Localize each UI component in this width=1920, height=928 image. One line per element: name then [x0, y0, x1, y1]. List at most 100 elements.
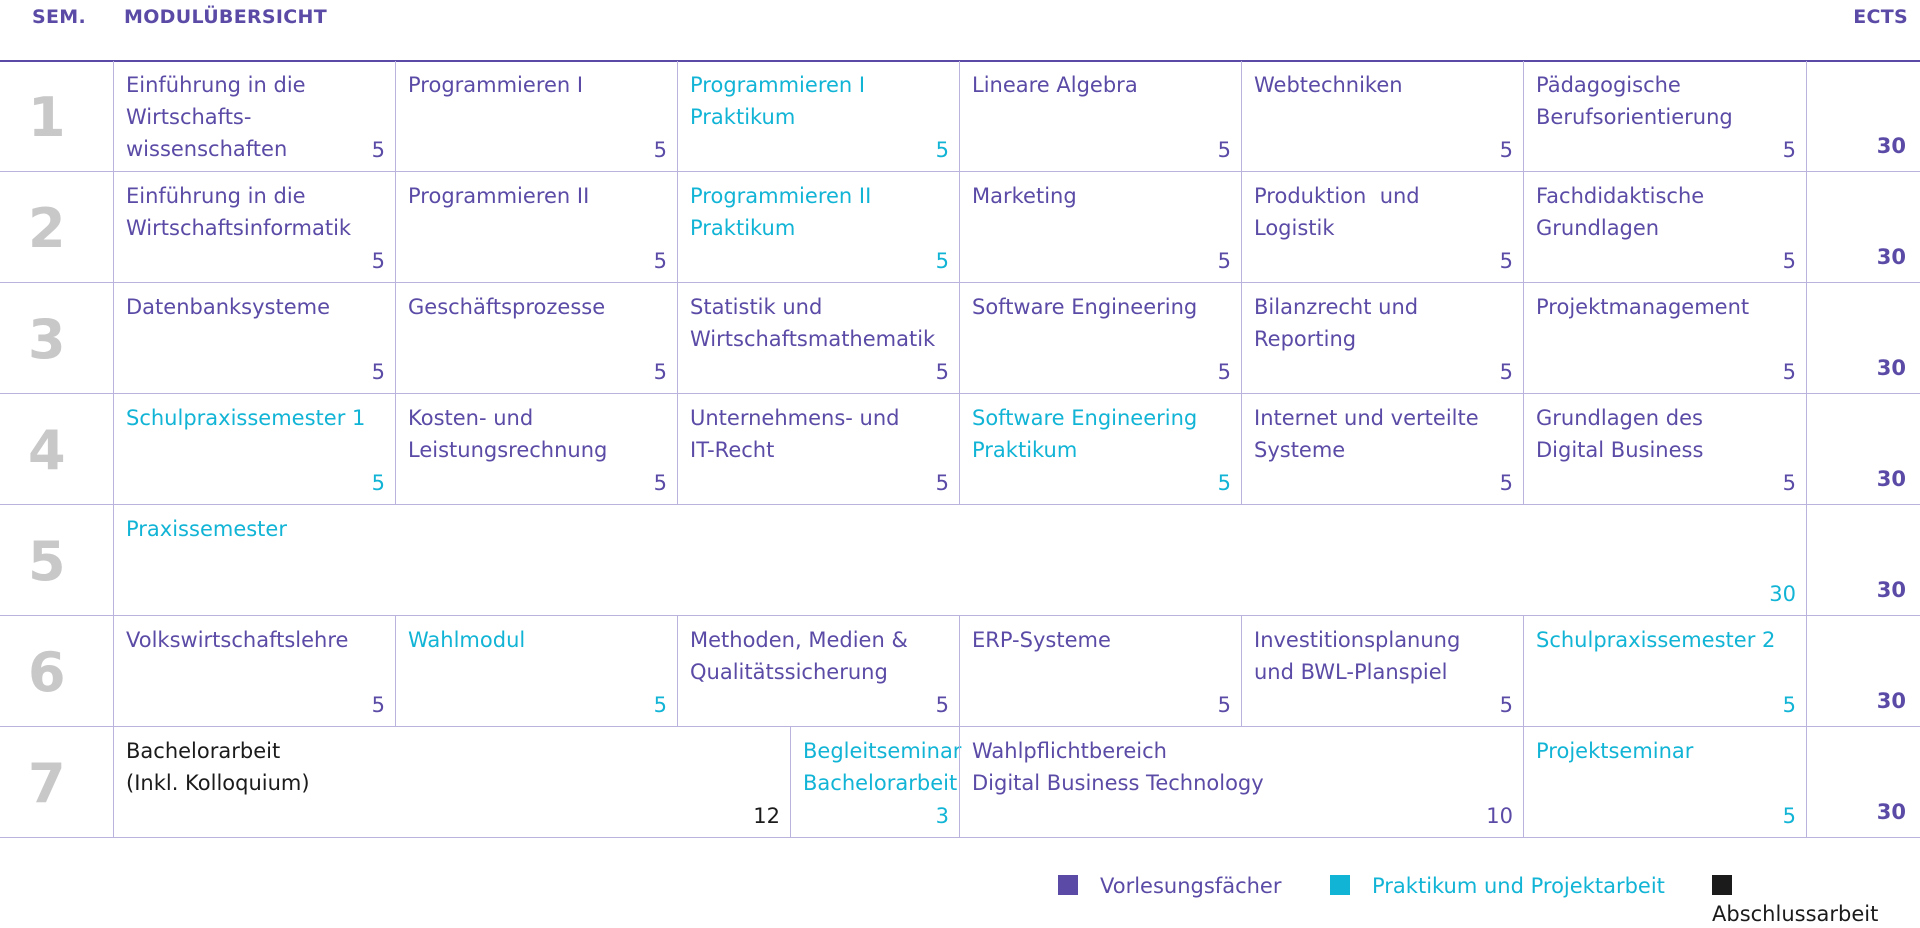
module-overview-title: MODULÜBERSICHT [124, 6, 327, 28]
module-name: Investitionsplanung und BWL-Planspiel [1254, 628, 1461, 684]
module-name: Programmieren I Praktikum [690, 73, 866, 129]
module-ects: 5 [653, 138, 667, 162]
module-name: Programmieren II [408, 184, 590, 208]
ects-column-divider [1806, 394, 1807, 505]
ects-column-divider [1806, 61, 1807, 172]
module-cell: Investitionsplanung und BWL-Planspiel 5 [1241, 616, 1523, 727]
module-ects: 5 [1499, 360, 1513, 384]
module-name: Software Engineering Praktikum [972, 406, 1198, 462]
module-cell: Marketing 5 [959, 172, 1241, 283]
module-ects: 5 [1217, 249, 1231, 273]
module-ects: 12 [753, 804, 780, 828]
semester-total-ects: 30 [1876, 467, 1906, 491]
module-name: Wahlpflichtbereich Digital Business Tech… [972, 739, 1264, 795]
module-ects: 30 [1769, 582, 1796, 606]
module-cell: Bachelorarbeit (Inkl. Kolloquium) 12 [113, 727, 790, 838]
module-ects: 5 [1782, 693, 1796, 717]
module-cell: Wahlpflichtbereich Digital Business Tech… [959, 727, 1523, 838]
module-cell: ERP-Systeme 5 [959, 616, 1241, 727]
legend-swatch [1330, 875, 1350, 895]
legend-label: Vorlesungsfächer [1100, 874, 1282, 898]
module-ects: 5 [1499, 138, 1513, 162]
module-cell: Bilanzrecht und Reporting 5 [1241, 283, 1523, 394]
module-ects: 5 [935, 249, 949, 273]
header-rule [0, 60, 1920, 62]
module-ects: 10 [1486, 804, 1513, 828]
ects-column-divider [1806, 616, 1807, 727]
module-cell: Schulpraxissemester 2 5 [1523, 616, 1806, 727]
ects-column-divider [1806, 727, 1807, 838]
module-ects: 3 [935, 804, 949, 828]
module-cell: Webtechniken 5 [1241, 61, 1523, 172]
module-ects: 5 [1782, 360, 1796, 384]
semester-number: 5 [28, 530, 66, 593]
module-name: Produktion und Logistik [1254, 184, 1420, 240]
module-ects: 5 [1217, 138, 1231, 162]
module-ects: 5 [1782, 471, 1796, 495]
semester-total-ects: 30 [1876, 800, 1906, 824]
module-cell: Schulpraxissemester 1 5 [113, 394, 395, 505]
module-name: Geschäftsprozesse [408, 295, 606, 319]
module-name: Projektmanagement [1536, 295, 1750, 319]
legend-label: Praktikum und Projektarbeit [1372, 874, 1665, 898]
module-ects: 5 [1782, 138, 1796, 162]
module-name: Marketing [972, 184, 1077, 208]
module-name: Schulpraxissemester 2 [1536, 628, 1776, 652]
module-ects: 5 [371, 471, 385, 495]
semester-number: 2 [28, 197, 66, 260]
module-cell: Kosten- und Leistungsrechnung 5 [395, 394, 677, 505]
module-ects: 5 [935, 360, 949, 384]
module-ects: 5 [935, 693, 949, 717]
module-cell: Software Engineering 5 [959, 283, 1241, 394]
row-divider [0, 282, 1920, 283]
legend-label: Abschlussarbeit [1712, 902, 1879, 926]
module-name: Programmieren II Praktikum [690, 184, 872, 240]
module-name: Einführung in die Wirtschafts- wissensch… [126, 73, 306, 161]
module-cell: Einführung in die Wirtschafts- wissensch… [113, 61, 395, 172]
module-ects: 5 [935, 471, 949, 495]
module-cell: Datenbanksysteme 5 [113, 283, 395, 394]
module-cell: Fachdidaktische Grundlagen 5 [1523, 172, 1806, 283]
legend-swatch [1712, 875, 1732, 895]
legend-swatch [1058, 875, 1078, 895]
module-cell: Programmieren II Praktikum 5 [677, 172, 959, 283]
semester-number: 1 [28, 86, 66, 149]
module-name: ERP-Systeme [972, 628, 1111, 652]
module-cell: Begleitseminar Bachelorarbeit 3 [790, 727, 962, 838]
module-ects: 5 [1499, 249, 1513, 273]
module-ects: 5 [1217, 360, 1231, 384]
module-ects: 5 [653, 360, 667, 384]
module-ects: 5 [653, 249, 667, 273]
sem-header: SEM. [32, 6, 86, 28]
module-cell: Statistik und Wirtschaftsmathematik 5 [677, 283, 959, 394]
module-cell: Internet und verteilte Systeme 5 [1241, 394, 1523, 505]
ects-header: ECTS [1853, 6, 1908, 28]
module-name: Bachelorarbeit (Inkl. Kolloquium) [126, 739, 310, 795]
row-divider [0, 171, 1920, 172]
row-divider [0, 393, 1920, 394]
semester-number: 7 [28, 752, 66, 815]
semester-number: 3 [28, 308, 66, 371]
module-name: Begleitseminar Bachelorarbeit [803, 739, 962, 795]
module-cell: Geschäftsprozesse 5 [395, 283, 677, 394]
legend-item-practical: Praktikum und Projektarbeit [1330, 872, 1665, 900]
module-cell: Projektseminar 5 [1523, 727, 1806, 838]
semester-number: 6 [28, 641, 66, 704]
module-ects: 5 [1499, 471, 1513, 495]
semester-total-ects: 30 [1876, 245, 1906, 269]
row-divider [0, 726, 1920, 727]
module-cell: Volkswirtschaftslehre 5 [113, 616, 395, 727]
legend-item-lecture: Vorlesungsfächer [1058, 872, 1281, 900]
module-name: Kosten- und Leistungsrechnung [408, 406, 608, 462]
module-cell: Methoden, Medien & Qualitätssicherung 5 [677, 616, 959, 727]
module-ects: 5 [371, 360, 385, 384]
ects-column-divider [1806, 283, 1807, 394]
semester-total-ects: 30 [1876, 689, 1906, 713]
module-cell: Einführung in die Wirtschaftsinformatik 5 [113, 172, 395, 283]
module-name: Internet und verteilte Systeme [1254, 406, 1479, 462]
module-name: Projektseminar [1536, 739, 1694, 763]
module-ects: 5 [371, 138, 385, 162]
module-ects: 5 [371, 693, 385, 717]
module-ects: 5 [1499, 693, 1513, 717]
module-cell: Grundlagen des Digital Business 5 [1523, 394, 1806, 505]
